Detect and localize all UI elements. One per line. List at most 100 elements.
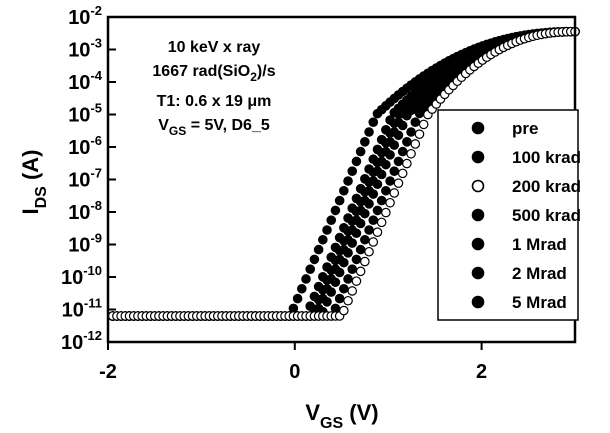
data-point	[347, 203, 358, 214]
data-point	[376, 195, 387, 206]
data-point	[318, 234, 328, 245]
data-point	[309, 254, 320, 265]
x-tick-label: -2	[99, 361, 117, 383]
annotation-line: T1: 0.6 x 19 μm	[157, 93, 272, 110]
data-point	[334, 293, 345, 304]
data-point	[339, 283, 349, 294]
data-point	[355, 244, 366, 255]
data-point	[343, 295, 353, 306]
data-point	[296, 283, 307, 294]
data-point	[364, 127, 374, 137]
data-point	[389, 188, 400, 198]
data-point	[381, 125, 391, 135]
data-point	[385, 176, 395, 186]
data-point	[305, 264, 316, 274]
y-tick-label: 10-10	[61, 263, 102, 289]
data-point	[364, 164, 374, 174]
data-point	[402, 137, 412, 147]
legend-marker	[471, 179, 485, 193]
data-point	[351, 276, 362, 286]
data-point	[351, 193, 362, 204]
data-point	[360, 234, 370, 245]
legend-entry-label: 1 Mrad	[512, 235, 567, 254]
y-tick-label: 10-7	[68, 166, 102, 192]
data-point	[376, 217, 387, 228]
legend-marker	[471, 121, 485, 135]
data-point	[343, 248, 353, 258]
data-point	[364, 199, 374, 209]
axes: 10-12 10-11 10-10 10-9 10-8 10-7 10-6 10-5 10-4 1…	[18, 3, 487, 432]
data-point	[368, 215, 379, 225]
data-point	[339, 305, 349, 316]
data-point	[406, 148, 416, 159]
data-point	[372, 144, 383, 155]
data-point	[364, 246, 374, 257]
data-point	[318, 272, 328, 282]
data-point	[339, 223, 349, 233]
annotation-line: 1667 rad(SiO2)/s	[152, 63, 275, 84]
legend-entry-label: 5 Mrad	[512, 293, 567, 312]
data-point	[351, 156, 362, 167]
data-point	[351, 228, 362, 239]
data-point	[334, 195, 345, 206]
data-point	[397, 120, 408, 131]
legend: pre 100 krad 200 krad 500 krad 1 Mrad 2 Mrad 5…	[437, 109, 581, 321]
legend-entry-label: 2 Mrad	[512, 264, 567, 283]
y-tick-label: 10-5	[68, 101, 102, 127]
legend-entry-label: 500 krad	[512, 206, 581, 225]
data-point	[334, 267, 345, 278]
data-point	[330, 277, 341, 288]
data-point	[355, 218, 366, 229]
data-point	[368, 237, 379, 247]
data-point	[343, 274, 353, 284]
data-point	[364, 225, 374, 235]
data-point	[313, 281, 324, 292]
legend-marker	[471, 295, 485, 309]
data-point	[397, 146, 408, 157]
data-point	[347, 286, 358, 296]
data-points	[107, 26, 580, 321]
data-point	[376, 169, 387, 180]
data-point	[381, 207, 391, 218]
legend-marker	[471, 150, 485, 164]
data-point	[355, 183, 366, 194]
legend-marker	[471, 266, 485, 280]
data-point	[410, 139, 421, 149]
data-point	[334, 232, 345, 243]
legend-entry-label: pre	[512, 119, 538, 138]
y-tick-label: 10-3	[68, 36, 102, 62]
data-point	[355, 146, 366, 157]
data-point	[381, 159, 391, 170]
data-point	[393, 130, 404, 141]
data-point	[393, 178, 404, 188]
data-point	[376, 134, 387, 145]
data-point	[322, 262, 332, 272]
data-point	[385, 197, 395, 208]
data-point	[372, 227, 383, 237]
data-point	[360, 137, 370, 147]
data-point	[402, 158, 412, 169]
x-tick-label: 0	[289, 361, 300, 383]
data-point	[322, 297, 332, 307]
data-point	[381, 185, 391, 196]
data-point	[360, 256, 370, 267]
data-point	[326, 252, 337, 263]
data-point	[368, 117, 379, 127]
legend-marker	[471, 237, 485, 251]
data-point	[389, 166, 400, 176]
data-point	[410, 117, 421, 127]
legend-marker	[471, 208, 485, 222]
data-point	[385, 150, 395, 160]
data-point	[347, 264, 358, 274]
data-point	[305, 301, 316, 311]
data-point	[326, 287, 337, 297]
annotation-line: 10 keV x ray	[168, 39, 261, 56]
legend-entry-label: 200 krad	[512, 177, 581, 196]
y-axis-label: IDS (A)	[18, 149, 50, 214]
legend-entry-label: 100 krad	[512, 148, 581, 167]
data-point	[322, 225, 332, 235]
data-point	[339, 185, 349, 196]
data-point	[347, 166, 358, 176]
data-point	[343, 176, 353, 186]
